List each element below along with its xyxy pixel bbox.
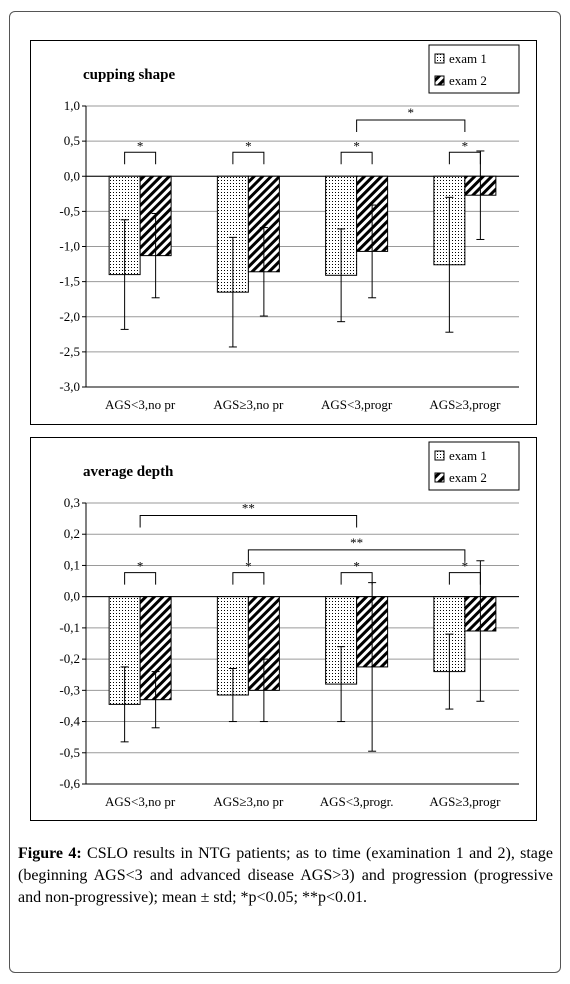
y-tick-label: -2,0 — [59, 309, 80, 324]
chart-title: cupping shape — [83, 67, 175, 83]
y-tick-label: -1,0 — [59, 239, 80, 254]
significance-bracket — [356, 119, 466, 133]
y-tick-label: -0,1 — [59, 620, 80, 635]
caption-text: CSLO results in NTG patients; as to time… — [18, 845, 554, 906]
x-tick-label: AGS<3,progr. — [320, 794, 394, 809]
y-tick-label: 0,2 — [64, 526, 80, 541]
significance-label: * — [245, 138, 252, 153]
y-tick-label: -0,4 — [59, 714, 80, 729]
legend-swatch-exam1 — [434, 450, 445, 461]
x-tick-label: AGS≥3,no pr — [213, 794, 284, 809]
chart-average-depth: -0,6 -0,5 -0,4 -0,3 -0,2 -0,1 0,0 0,1 0,2 0,3 AGS<… — [59, 441, 520, 809]
y-tick-label: -2,5 — [59, 344, 80, 359]
y-tick-label: -0,5 — [59, 203, 80, 218]
significance-bracket — [247, 549, 466, 562]
y-tick-label: 0,5 — [64, 133, 80, 148]
x-tick-label: AGS<3,no pr — [105, 397, 176, 412]
significance-label: ** — [242, 500, 255, 515]
y-tick-label: -0,3 — [59, 682, 80, 697]
legend-label: exam 1 — [449, 51, 487, 66]
legend-swatch-exam2 — [434, 75, 445, 86]
y-tick-label: 0,1 — [64, 557, 80, 572]
significance-label: * — [137, 559, 144, 574]
significance-bracket — [232, 572, 265, 585]
legend-swatch-exam1 — [434, 53, 445, 64]
x-tick-label: AGS≥3,progr — [429, 794, 501, 809]
significance-bracket — [124, 572, 157, 585]
legend-label: exam 2 — [449, 73, 487, 88]
legend-label: exam 1 — [449, 448, 487, 463]
figure-frame — [9, 11, 561, 973]
y-tick-label: -0,5 — [59, 745, 80, 760]
y-tick-label: 0,0 — [64, 168, 80, 183]
x-tick-label: AGS<3,progr — [321, 397, 393, 412]
significance-bracket — [340, 572, 373, 585]
caption-label: Figure 4: — [18, 845, 82, 862]
legend-swatch-exam2 — [434, 472, 445, 483]
legend-label: exam 2 — [449, 470, 487, 485]
chart-panel-cupping-shape: -3,0 -2,5 -2,0 -1,5 -1,0 -0,5 0,0 0,5 1,0 AGS<3,n… — [30, 40, 537, 425]
y-tick-label: -1,5 — [59, 274, 80, 289]
chart-cupping-shape: -3,0 -2,5 -2,0 -1,5 -1,0 -0,5 0,0 0,5 1,0 AGS<3,n… — [59, 44, 520, 412]
significance-label: ** — [350, 535, 363, 550]
significance-bracket — [340, 151, 373, 165]
y-tick-label: -3,0 — [59, 379, 80, 394]
significance-label: * — [245, 559, 252, 574]
significance-bracket — [124, 151, 157, 165]
y-tick-label: 1,0 — [64, 98, 80, 113]
significance-label: * — [353, 138, 360, 153]
significance-label: * — [408, 105, 415, 120]
significance-label: * — [137, 138, 144, 153]
y-tick-label: 0,0 — [64, 589, 80, 604]
significance-bracket — [232, 151, 265, 165]
significance-bracket — [139, 514, 358, 528]
significance-label: * — [353, 559, 360, 574]
chart-title: average depth — [83, 464, 174, 480]
significance-bracket — [448, 151, 481, 165]
significance-bracket — [448, 572, 481, 585]
significance-label: * — [462, 138, 469, 153]
y-tick-label: -0,2 — [59, 651, 80, 666]
y-tick-label: -0,6 — [59, 776, 80, 791]
significance-label: * — [462, 559, 469, 574]
x-tick-label: AGS≥3,progr — [429, 397, 501, 412]
x-tick-label: AGS<3,no pr — [105, 794, 176, 809]
figure-caption: Figure 4: CSLO results in NTG patients; … — [18, 843, 553, 909]
y-tick-label: 0,3 — [64, 495, 80, 510]
x-tick-label: AGS≥3,no pr — [213, 397, 284, 412]
chart-panel-average-depth: -0,6 -0,5 -0,4 -0,3 -0,2 -0,1 0,0 0,1 0,2 0,3 AGS<… — [30, 437, 537, 821]
